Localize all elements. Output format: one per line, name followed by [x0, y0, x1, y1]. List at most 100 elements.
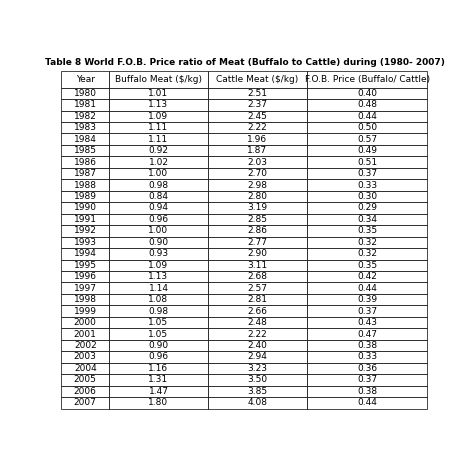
Bar	[306, 283, 426, 294]
Text: 0.57: 0.57	[356, 135, 377, 144]
Text: 1.11: 1.11	[148, 123, 168, 132]
Text: 1.09: 1.09	[148, 112, 168, 121]
Text: 2.70: 2.70	[247, 169, 267, 178]
Bar	[208, 294, 306, 305]
Text: 2.40: 2.40	[247, 341, 267, 350]
Text: 2.94: 2.94	[247, 353, 267, 361]
Bar	[61, 328, 109, 340]
Bar	[61, 156, 109, 168]
Bar	[208, 99, 306, 111]
Text: 0.30: 0.30	[356, 192, 377, 201]
Text: 1.13: 1.13	[148, 272, 168, 281]
Bar	[61, 374, 109, 385]
Text: 1998: 1998	[74, 295, 97, 304]
Text: 1996: 1996	[74, 272, 97, 281]
Bar	[208, 111, 306, 122]
Text: 0.44: 0.44	[357, 112, 376, 121]
Text: 2.48: 2.48	[247, 318, 267, 327]
Bar	[61, 191, 109, 202]
Text: 0.98: 0.98	[148, 181, 168, 189]
Bar	[109, 179, 208, 191]
Bar	[208, 305, 306, 317]
Text: 2.77: 2.77	[247, 238, 267, 247]
Text: 1990: 1990	[74, 203, 97, 213]
Text: 1.01: 1.01	[148, 89, 168, 98]
Text: 2.45: 2.45	[247, 112, 267, 121]
Text: 2007: 2007	[74, 398, 97, 407]
Bar	[61, 397, 109, 408]
Bar	[306, 214, 426, 225]
Bar	[109, 260, 208, 271]
Bar	[306, 328, 426, 340]
Bar	[61, 363, 109, 374]
Bar	[306, 134, 426, 145]
Bar	[306, 179, 426, 191]
Bar	[306, 317, 426, 328]
Bar	[61, 145, 109, 156]
Text: 1.47: 1.47	[148, 387, 168, 396]
Bar	[109, 225, 208, 236]
Text: 0.29: 0.29	[357, 203, 376, 213]
Bar	[109, 71, 208, 88]
Text: 2.90: 2.90	[247, 249, 267, 258]
Bar	[306, 294, 426, 305]
Text: 0.33: 0.33	[356, 353, 377, 361]
Bar	[109, 168, 208, 179]
Bar	[109, 305, 208, 317]
Text: 3.85: 3.85	[247, 387, 267, 396]
Text: 0.50: 0.50	[356, 123, 377, 132]
Bar	[61, 111, 109, 122]
Bar	[208, 168, 306, 179]
Text: 2.85: 2.85	[247, 215, 267, 224]
Bar	[109, 202, 208, 214]
Bar	[306, 351, 426, 363]
Bar	[208, 236, 306, 248]
Text: 3.23: 3.23	[247, 364, 267, 373]
Bar	[109, 191, 208, 202]
Text: 0.37: 0.37	[356, 307, 377, 316]
Text: 0.38: 0.38	[356, 341, 377, 350]
Text: 0.47: 0.47	[357, 330, 376, 338]
Text: 1.96: 1.96	[247, 135, 267, 144]
Text: 1989: 1989	[74, 192, 97, 201]
Bar	[208, 214, 306, 225]
Text: 2.86: 2.86	[247, 226, 267, 236]
Text: 0.32: 0.32	[357, 249, 376, 258]
Bar	[109, 385, 208, 397]
Bar	[61, 168, 109, 179]
Bar	[109, 317, 208, 328]
Text: 0.96: 0.96	[148, 353, 168, 361]
Text: 0.36: 0.36	[356, 364, 377, 373]
Bar	[109, 271, 208, 283]
Text: 0.84: 0.84	[148, 192, 168, 201]
Text: 1.13: 1.13	[148, 100, 168, 109]
Bar	[109, 248, 208, 260]
Text: 0.44: 0.44	[357, 398, 376, 407]
Text: 0.32: 0.32	[357, 238, 376, 247]
Bar	[208, 328, 306, 340]
Text: 0.38: 0.38	[356, 387, 377, 396]
Bar	[306, 156, 426, 168]
Bar	[61, 351, 109, 363]
Text: 0.98: 0.98	[148, 307, 168, 316]
Text: 0.43: 0.43	[357, 318, 376, 327]
Bar	[208, 88, 306, 99]
Text: F.O.B. Price (Buffalo/ Cattle): F.O.B. Price (Buffalo/ Cattle)	[304, 75, 429, 83]
Bar	[306, 260, 426, 271]
Text: 0.35: 0.35	[356, 226, 377, 236]
Text: 2002: 2002	[74, 341, 97, 350]
Bar	[61, 202, 109, 214]
Text: 0.37: 0.37	[356, 375, 377, 384]
Text: 1994: 1994	[74, 249, 97, 258]
Text: 1982: 1982	[74, 112, 97, 121]
Text: 0.48: 0.48	[357, 100, 376, 109]
Text: 0.92: 0.92	[148, 146, 168, 155]
Bar	[306, 363, 426, 374]
Bar	[109, 236, 208, 248]
Bar	[61, 214, 109, 225]
Bar	[208, 248, 306, 260]
Bar	[61, 134, 109, 145]
Text: 2.22: 2.22	[247, 330, 267, 338]
Text: 1.00: 1.00	[148, 226, 168, 236]
Text: 1981: 1981	[74, 100, 97, 109]
